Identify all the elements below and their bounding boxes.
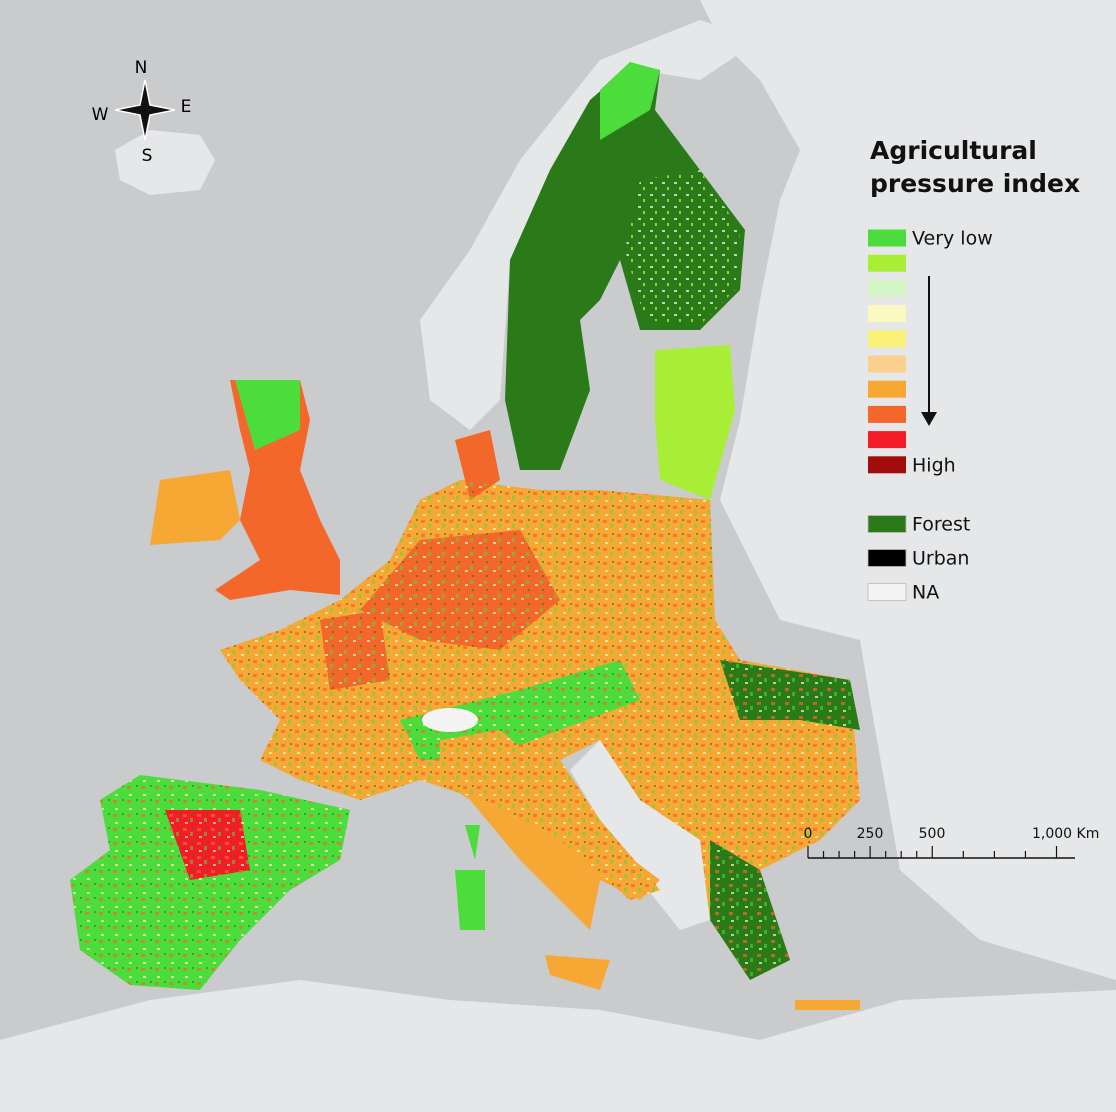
legend-swatch <box>868 405 906 423</box>
scale-label: 0 <box>804 826 813 842</box>
scandinavia <box>505 65 745 470</box>
legend-label: Very low <box>912 228 993 250</box>
legend-swatch <box>868 456 906 474</box>
compass-star <box>114 79 176 141</box>
legend-swatch <box>867 583 907 601</box>
lake <box>422 708 478 732</box>
great-britain <box>215 380 340 600</box>
africa <box>0 980 1116 1112</box>
legend-swatch <box>868 254 906 272</box>
corsica <box>465 825 480 860</box>
scale-label: 1,000 Km <box>1032 826 1099 842</box>
ireland <box>150 470 240 545</box>
legend-swatch <box>868 431 906 449</box>
legend-swatch <box>868 380 906 398</box>
compass-e: E <box>181 97 192 117</box>
legend-swatch <box>868 279 906 297</box>
sardinia <box>455 870 485 930</box>
crete <box>795 1000 860 1010</box>
scale-bar: 0 250 500 1,000 Km <box>804 826 1099 859</box>
legend-label: Forest <box>912 514 970 536</box>
texture <box>70 775 350 990</box>
baltics <box>655 345 735 500</box>
compass-n: N <box>135 58 148 78</box>
iceland <box>115 130 215 195</box>
legend-swatch <box>867 515 907 533</box>
texture <box>220 480 860 980</box>
arrow-head <box>921 412 937 426</box>
eu-land <box>70 62 860 1010</box>
scale-label: 500 <box>919 826 946 842</box>
balkans <box>570 740 710 930</box>
legend-arrow <box>921 276 937 426</box>
lapland <box>600 62 660 140</box>
finland-mix <box>625 170 740 325</box>
scale-label: 250 <box>857 826 884 842</box>
norway <box>420 20 760 430</box>
legend-swatch <box>868 355 906 373</box>
legend-swatch <box>868 229 906 247</box>
legend-swatch <box>868 330 906 348</box>
legend-swatch <box>868 305 906 323</box>
legend-swatch <box>867 549 907 567</box>
compass-s: S <box>142 146 153 166</box>
compass-w: W <box>92 105 109 125</box>
legend-label: Urban <box>912 548 969 570</box>
east-land <box>700 0 1116 980</box>
sicily <box>545 955 610 990</box>
legend-title: Agricultural pressure index <box>870 136 1081 198</box>
legend-label: NA <box>912 582 939 604</box>
compass: N E S W <box>92 58 192 166</box>
legend-label: High <box>912 454 956 476</box>
scotland <box>235 380 300 450</box>
